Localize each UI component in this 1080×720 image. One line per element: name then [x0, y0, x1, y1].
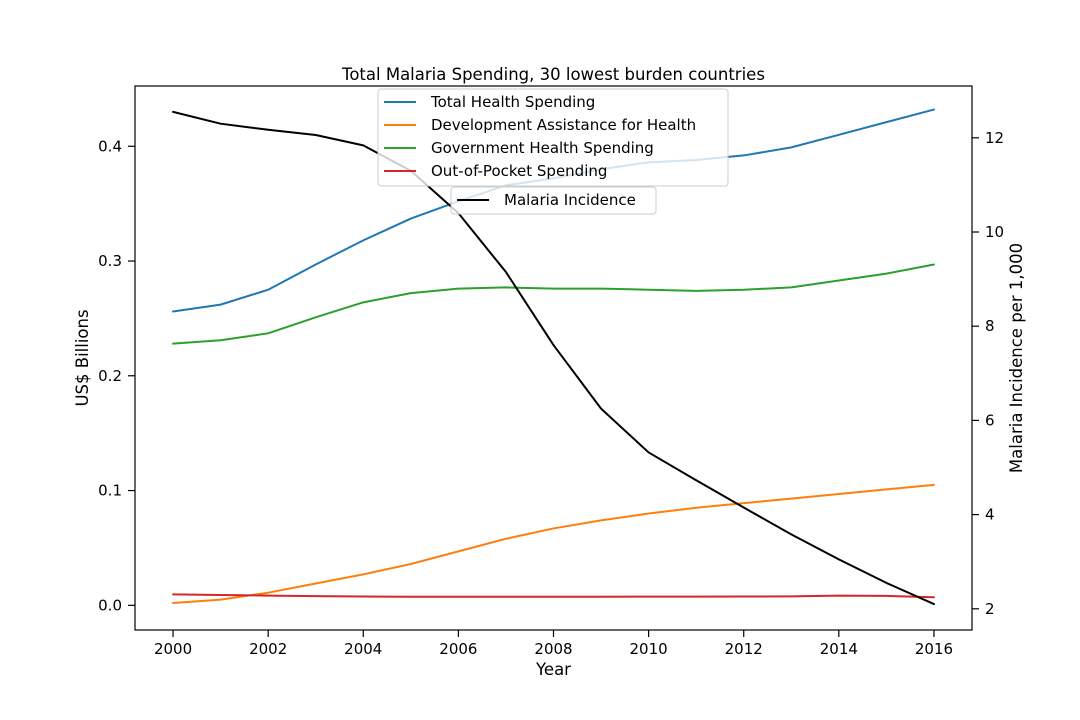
y-tick-label: 0.4 — [98, 137, 122, 155]
x-tick-label: 2006 — [439, 640, 477, 658]
y2-tick-label: 12 — [985, 129, 1004, 147]
legend-incidence: Malaria Incidence — [450, 186, 657, 215]
y-axis-left: 0.0 0.1 0.2 0.3 0.4 — [98, 137, 135, 614]
x-tick-label: 2008 — [534, 640, 572, 658]
x-tick-label: 2010 — [630, 640, 668, 658]
legend-label-malaria-incidence: Malaria Incidence — [504, 191, 636, 209]
y2-tick-label: 10 — [985, 223, 1004, 241]
y2-tick-label: 2 — [985, 600, 995, 618]
y-tick-label: 0.3 — [98, 252, 122, 270]
legend-main: Total Health Spending Development Assista… — [377, 88, 729, 187]
y2-tick-label: 8 — [985, 317, 995, 335]
x-tick-label: 2012 — [725, 640, 763, 658]
series-layer — [172, 108, 935, 606]
x-tick-label: 2000 — [154, 640, 192, 658]
y2-tick-label: 6 — [985, 411, 995, 429]
y-axis-right: 2 4 6 8 10 12 — [972, 129, 1004, 618]
y-tick-label: 0.0 — [98, 596, 122, 614]
x-tick-label: 2014 — [820, 640, 858, 658]
series-line-development-assistance-for-health — [172, 483, 935, 605]
y-tick-label: 0.2 — [98, 367, 122, 385]
chart-title: Total Malaria Spending, 30 lowest burden… — [341, 65, 765, 84]
series-line-government-health-spending — [172, 263, 935, 345]
legend-main-frame — [377, 88, 729, 187]
x-axis-label: Year — [535, 660, 571, 679]
series-line-malaria-incidence — [172, 110, 935, 606]
y-axis-label: US$ Billions — [73, 309, 92, 406]
x-tick-label: 2004 — [344, 640, 382, 658]
y2-axis-label: Malaria Incidence per 1,000 — [1007, 243, 1026, 473]
y2-tick-label: 4 — [985, 506, 995, 524]
legend-label-out-of-pocket-spending: Out-of-Pocket Spending — [431, 162, 607, 180]
legend-label-development-assistance-for-health: Development Assistance for Health — [431, 116, 696, 134]
series-line-out-of-pocket-spending — [172, 593, 935, 599]
y-tick-label: 0.1 — [98, 482, 122, 500]
legend-label-total-health-spending: Total Health Spending — [430, 93, 595, 111]
legend-incidence-frame — [450, 186, 657, 215]
x-tick-label: 2002 — [249, 640, 287, 658]
x-tick-label: 2016 — [915, 640, 953, 658]
legend-label-government-health-spending: Government Health Spending — [431, 139, 654, 157]
x-axis: 2000 2002 2004 2006 2008 2010 2012 2014 2016 — [154, 630, 953, 658]
plot-area — [134, 85, 973, 631]
